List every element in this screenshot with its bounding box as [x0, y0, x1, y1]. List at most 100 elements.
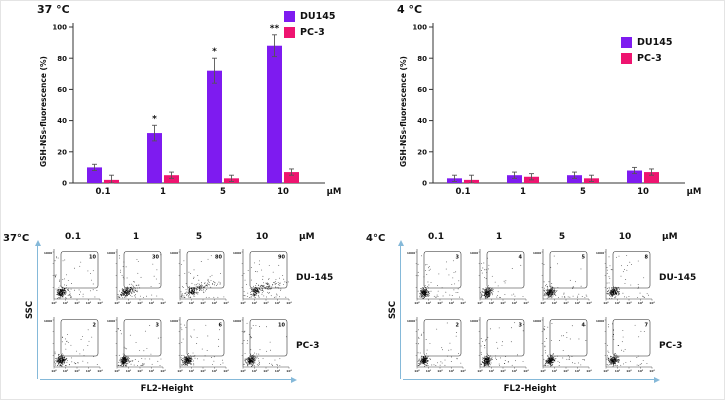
svg-text:1000: 1000 — [596, 251, 604, 255]
svg-text:10⁰: 10⁰ — [240, 369, 246, 373]
svg-text:μM: μM — [327, 187, 342, 197]
svg-text:10⁰: 10⁰ — [177, 369, 183, 373]
svg-text:10⁴: 10⁴ — [649, 369, 655, 373]
svg-text:10⁰: 10⁰ — [414, 301, 420, 305]
bar-chart-section-4c: 4 °C GSH-NSs-fluorescence (%) 0 20 40 60 80 1… — [389, 3, 724, 227]
svg-text:1000: 1000 — [107, 251, 115, 255]
svg-text:10⁰: 10⁰ — [414, 369, 420, 373]
fl2-axis-label: FL2-Height — [140, 384, 194, 394]
svg-text:10³: 10³ — [449, 369, 455, 373]
svg-text:1000: 1000 — [407, 319, 415, 323]
legend-swatch-pc3 — [284, 27, 295, 38]
svg-text:10³: 10³ — [86, 301, 92, 305]
svg-text:10³: 10³ — [575, 301, 581, 305]
svg-text:10⁰: 10⁰ — [540, 301, 546, 305]
svg-text:80: 80 — [417, 55, 427, 63]
fl2-axis-label: FL2-Height — [503, 384, 557, 394]
legend-label-du145: DU145 — [300, 11, 336, 22]
svg-text:10⁰: 10⁰ — [603, 301, 609, 305]
svg-text:10³: 10³ — [275, 301, 281, 305]
svg-text:10¹: 10¹ — [252, 301, 258, 305]
svg-text:10⁴: 10⁴ — [286, 369, 292, 373]
flow-plot-du145-0.1: 1000 10⁰ 10¹ 10² 10³ 10⁴ 10 — [44, 249, 103, 305]
svg-text:10²: 10² — [137, 369, 143, 373]
svg-text:0: 0 — [422, 180, 427, 188]
svg-text:10²: 10² — [74, 301, 80, 305]
svg-text:5: 5 — [580, 187, 586, 197]
svg-text:10⁴: 10⁴ — [223, 301, 229, 305]
svg-text:1: 1 — [520, 187, 526, 197]
svg-text:10³: 10³ — [638, 369, 644, 373]
col-header-5: 5 — [195, 232, 203, 242]
svg-text:10⁴: 10⁴ — [97, 369, 103, 373]
flow-plot-pc3-10: 1000 10⁰ 10¹ 10² 10³ 10⁴ 10 — [233, 317, 292, 373]
svg-text:10²: 10² — [437, 301, 443, 305]
svg-text:10⁴: 10⁴ — [649, 301, 655, 305]
bar-plot-4c: 0 20 40 60 80 100 0.1 1 5 10 μM — [412, 23, 702, 197]
svg-text:3: 3 — [156, 323, 160, 329]
svg-text:1000: 1000 — [470, 251, 478, 255]
svg-text:10⁰: 10⁰ — [240, 301, 246, 305]
svg-text:10⁴: 10⁴ — [586, 369, 592, 373]
svg-text:μM: μM — [687, 187, 702, 197]
svg-text:10⁴: 10⁴ — [97, 301, 103, 305]
svg-text:100: 100 — [412, 24, 427, 32]
svg-text:1000: 1000 — [470, 319, 478, 323]
col-header-1: 1 — [132, 232, 140, 242]
svg-text:3: 3 — [519, 323, 523, 329]
svg-text:10¹: 10¹ — [615, 369, 621, 373]
svg-text:30: 30 — [152, 255, 159, 261]
svg-text:10⁰: 10⁰ — [114, 369, 120, 373]
svg-text:1000: 1000 — [596, 319, 604, 323]
svg-text:10⁰: 10⁰ — [540, 369, 546, 373]
svg-text:10²: 10² — [500, 301, 506, 305]
svg-text:20: 20 — [57, 148, 67, 156]
ssc-axis-label: SSC — [25, 300, 36, 320]
svg-text:60: 60 — [417, 86, 427, 94]
svg-text:10⁴: 10⁴ — [586, 301, 592, 305]
legend-label-pc3: PC-3 — [300, 27, 325, 38]
svg-text:10³: 10³ — [575, 369, 581, 373]
svg-text:4: 4 — [582, 323, 586, 329]
svg-text:10¹: 10¹ — [615, 301, 621, 305]
flow-plot-du145-1: 1000 10⁰ 10¹ 10² 10³ 10⁴ 4 — [470, 249, 529, 305]
col-header-0.1: 0.1 — [428, 232, 444, 242]
svg-text:10⁴: 10⁴ — [523, 301, 529, 305]
svg-text:0.1: 0.1 — [95, 187, 110, 197]
svg-text:10¹: 10¹ — [189, 301, 195, 305]
svg-text:10³: 10³ — [449, 301, 455, 305]
col-header-1: 1 — [495, 232, 503, 242]
svg-text:5: 5 — [220, 187, 226, 197]
svg-text:10³: 10³ — [512, 369, 518, 373]
svg-text:10²: 10² — [263, 369, 269, 373]
legend-label-du145: DU145 — [637, 37, 673, 48]
svg-text:2: 2 — [456, 323, 460, 329]
svg-text:1000: 1000 — [233, 319, 241, 323]
svg-text:10²: 10² — [137, 301, 143, 305]
svg-text:8: 8 — [645, 255, 649, 261]
flow-plot-pc3-1: 1000 10⁰ 10¹ 10² 10³ 10⁴ 3 — [107, 317, 166, 373]
svg-text:1000: 1000 — [44, 319, 52, 323]
svg-text:10⁴: 10⁴ — [160, 301, 166, 305]
svg-text:4: 4 — [519, 255, 523, 261]
svg-text:80: 80 — [215, 255, 222, 261]
svg-text:10²: 10² — [200, 301, 206, 305]
chart-title-4c: 4 °C — [397, 3, 423, 16]
bar-chart-section-37c: 37 °C GSH-NSs-fluorescence (%) 0 20 40 60 80… — [29, 3, 374, 227]
svg-text:10²: 10² — [263, 301, 269, 305]
svg-text:10³: 10³ — [212, 369, 218, 373]
svg-text:1000: 1000 — [533, 319, 541, 323]
svg-text:10¹: 10¹ — [252, 369, 258, 373]
flow-plot-du145-10: 1000 10⁰ 10¹ 10² 10³ 10⁴ 8 — [596, 249, 655, 305]
svg-text:10⁰: 10⁰ — [114, 301, 120, 305]
svg-text:*: * — [152, 114, 157, 124]
legend-item-du145: DU145 — [621, 37, 672, 48]
svg-text:10³: 10³ — [86, 369, 92, 373]
svg-text:80: 80 — [57, 55, 67, 63]
chart-title-37c: 37 °C — [37, 3, 70, 16]
flow-panel-37c: 37°C 0.1 1 5 10 μM SSC 1000 10⁰ 10¹ 10² 10³ 1… — [1, 229, 363, 399]
svg-text:100: 100 — [52, 24, 67, 32]
svg-text:10: 10 — [637, 187, 649, 197]
svg-text:1000: 1000 — [233, 251, 241, 255]
unit-label: μM — [662, 232, 678, 242]
